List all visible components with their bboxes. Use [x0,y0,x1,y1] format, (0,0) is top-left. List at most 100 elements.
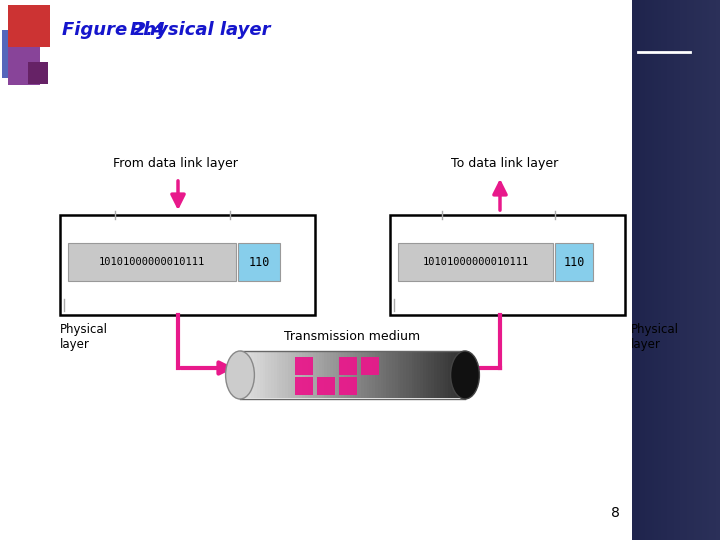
Bar [683,0,685,540]
Bar [68,243,236,281]
Bar [667,0,670,540]
Bar [251,352,255,398]
Bar [285,352,288,398]
Bar [322,352,325,398]
Bar [672,0,674,540]
Bar [661,0,663,540]
Bar [288,352,291,398]
Bar [316,352,319,398]
Bar [703,0,705,540]
Bar [636,0,639,540]
Bar [246,352,249,398]
Bar [400,352,404,398]
Bar [437,352,440,398]
Bar [386,352,390,398]
Text: 110: 110 [563,255,585,268]
Bar [319,352,322,398]
Bar [678,0,680,540]
Bar [240,352,243,398]
Bar [641,0,643,540]
Bar [313,352,316,398]
Bar [392,352,395,398]
Text: Figure 2.4: Figure 2.4 [62,21,166,39]
Bar [639,0,641,540]
Bar [296,352,300,398]
Bar [330,352,333,398]
Bar [701,0,703,540]
Bar [685,0,687,540]
Bar [2,30,40,78]
Ellipse shape [225,351,254,399]
Bar [434,352,437,398]
Bar [307,352,311,398]
Bar [555,243,593,281]
Bar [716,0,718,540]
Bar [698,0,701,540]
Bar [8,5,50,47]
Bar [327,352,330,398]
Bar [676,0,678,540]
Bar [347,352,350,398]
Bar [718,0,720,540]
Bar [325,352,328,398]
Text: 10101000000010111: 10101000000010111 [99,257,205,267]
Bar [265,352,269,398]
Text: From data link layer: From data link layer [112,157,238,170]
Bar [279,352,283,398]
Bar [336,352,339,398]
Bar [333,352,336,398]
Bar [420,352,423,398]
Bar [274,352,277,398]
Bar [440,352,443,398]
Bar [271,352,274,398]
Bar [390,215,625,315]
Bar [403,352,406,398]
Bar [711,0,714,540]
Bar [443,352,446,398]
Bar [339,357,357,375]
Bar [8,47,40,85]
Bar [445,352,449,398]
Bar [341,352,345,398]
Bar [361,357,379,375]
Bar [709,0,711,540]
Bar [647,0,649,540]
Bar [652,0,654,540]
Bar [302,352,305,398]
Text: 8: 8 [611,506,619,520]
Bar [389,352,392,398]
Bar [291,352,294,398]
Bar [260,352,263,398]
Bar [632,0,720,540]
Bar [395,352,398,398]
Bar [355,352,359,398]
Bar [687,0,689,540]
Bar [431,352,435,398]
Bar [643,0,645,540]
Text: Transmission medium: Transmission medium [284,330,420,343]
Bar [448,352,451,398]
Text: Physical layer: Physical layer [130,21,271,39]
Text: 110: 110 [248,255,270,268]
Bar [665,0,667,540]
Bar [423,352,426,398]
Bar [654,0,656,540]
Bar [696,0,698,540]
Bar [417,352,420,398]
Bar [426,352,429,398]
Bar [294,352,297,398]
Bar [693,0,696,540]
Bar [674,0,676,540]
Bar [649,0,652,540]
Bar [462,352,466,398]
Bar [454,352,457,398]
Bar [339,377,357,395]
Bar [378,352,381,398]
Bar [257,352,260,398]
Bar [670,0,672,540]
Bar [375,352,378,398]
Text: 10101000000010111: 10101000000010111 [423,257,528,267]
Bar [372,352,376,398]
Text: To data link layer: To data link layer [451,157,559,170]
Bar [305,352,308,398]
